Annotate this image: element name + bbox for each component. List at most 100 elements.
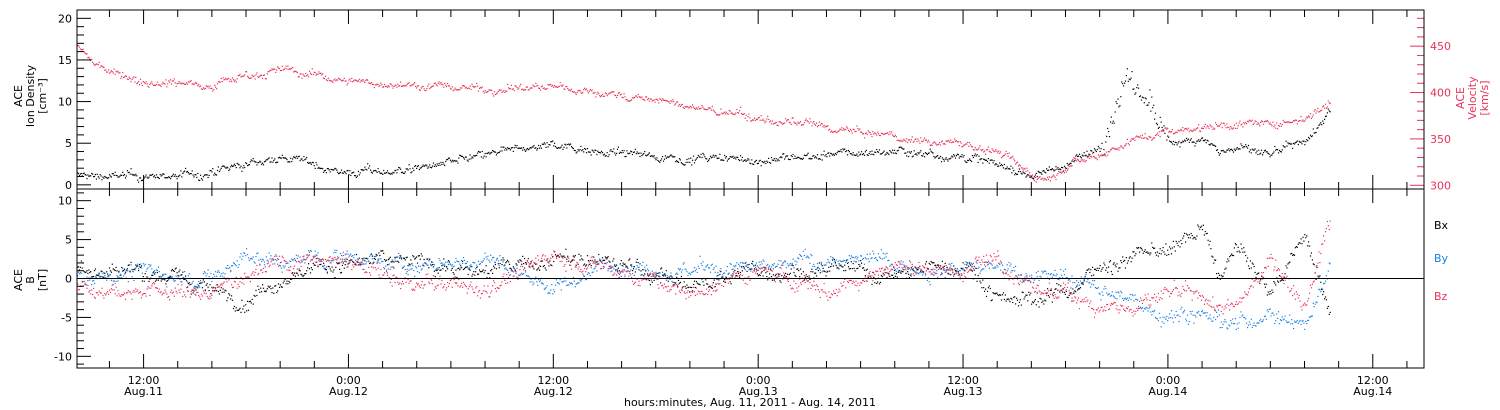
top-point	[482, 157, 484, 159]
top-point	[816, 154, 819, 156]
bottom-point	[1025, 294, 1027, 296]
top-point	[333, 79, 335, 81]
bottom-point	[775, 273, 777, 275]
top-point	[455, 88, 457, 91]
top-point	[133, 174, 135, 176]
top-point	[1322, 106, 1324, 108]
top-point	[463, 158, 466, 160]
top-point	[837, 130, 839, 133]
top-point	[297, 156, 299, 158]
top-point	[294, 70, 296, 72]
top-point	[665, 157, 667, 159]
top-point	[1010, 165, 1012, 167]
top-point	[655, 98, 657, 100]
top-point	[430, 87, 432, 89]
top-point	[356, 175, 358, 177]
bottom-point	[824, 264, 826, 266]
bottom-point	[120, 274, 122, 276]
bottom-point	[644, 266, 646, 268]
top-point	[861, 131, 863, 133]
bottom-point	[488, 259, 490, 261]
top-point	[937, 144, 939, 146]
bottom-point	[758, 261, 760, 263]
top-point	[917, 152, 919, 154]
top-point	[206, 174, 208, 176]
top-point	[1004, 153, 1006, 155]
top-point	[950, 157, 952, 159]
top-point	[1232, 127, 1235, 129]
top-point	[590, 90, 592, 92]
bottom-point	[756, 265, 758, 267]
bottom-point	[353, 261, 355, 263]
top-point	[1216, 149, 1219, 151]
top-point	[755, 159, 758, 161]
top-point	[942, 143, 944, 145]
bottom-point	[658, 272, 660, 274]
bottom-point	[218, 271, 220, 273]
top-point	[754, 160, 757, 162]
bottom-point	[940, 273, 943, 275]
bottom-point	[400, 257, 403, 259]
top-point	[585, 152, 588, 154]
top-point	[85, 53, 87, 55]
top-point	[1014, 160, 1016, 162]
bottom-point	[675, 273, 677, 275]
top-point	[193, 176, 195, 178]
bottom-point	[835, 264, 837, 267]
top-point	[542, 143, 544, 145]
top-point	[844, 129, 846, 131]
bottom-point	[717, 272, 719, 274]
bottom-point	[196, 286, 198, 288]
bottom-point	[1007, 298, 1009, 300]
bottom-point	[589, 259, 591, 262]
top-point	[467, 160, 469, 162]
top-point	[1158, 131, 1160, 133]
bottom-point	[417, 255, 419, 257]
bottom-point	[432, 266, 435, 268]
bottom-point	[721, 276, 723, 278]
bottom-point	[467, 273, 469, 276]
bottom-point	[670, 272, 672, 274]
bottom-point	[80, 260, 82, 262]
bottom-point	[1145, 251, 1147, 253]
top-point	[1026, 167, 1028, 169]
bottom-point	[265, 290, 267, 292]
bottom-point	[759, 274, 761, 277]
top-point	[956, 153, 958, 155]
bottom-point	[1011, 298, 1013, 300]
bottom-point	[748, 263, 750, 266]
bottom-point	[462, 257, 465, 259]
bottom-point	[180, 274, 182, 276]
top-point	[993, 151, 995, 153]
bottom-point	[474, 274, 476, 276]
top-point	[1324, 103, 1327, 105]
top-point	[149, 83, 151, 85]
top-point	[785, 120, 788, 122]
top-point	[447, 157, 450, 159]
bottom-point	[468, 267, 470, 269]
right-ytick-label: 400	[1430, 87, 1451, 100]
bottom-point	[318, 258, 320, 260]
bottom-point	[532, 284, 534, 286]
top-point	[908, 151, 911, 153]
top-point	[890, 133, 892, 135]
top-point	[953, 141, 955, 143]
top-point	[467, 87, 469, 89]
top-point	[374, 84, 376, 86]
top-point	[416, 87, 418, 89]
bottom-point	[346, 258, 348, 260]
top-point	[93, 175, 96, 177]
bottom-point	[814, 266, 816, 268]
bottom-point	[658, 275, 660, 277]
top-point	[839, 128, 841, 130]
top-point	[992, 162, 994, 164]
bottom-point	[500, 259, 502, 261]
bottom-point	[150, 264, 152, 266]
top-point	[600, 95, 603, 97]
bottom-point	[263, 290, 266, 292]
top-point	[288, 68, 290, 70]
top-point	[556, 86, 558, 89]
top-point	[480, 156, 482, 158]
bottom-point	[1312, 263, 1314, 265]
bottom-point	[934, 264, 936, 266]
